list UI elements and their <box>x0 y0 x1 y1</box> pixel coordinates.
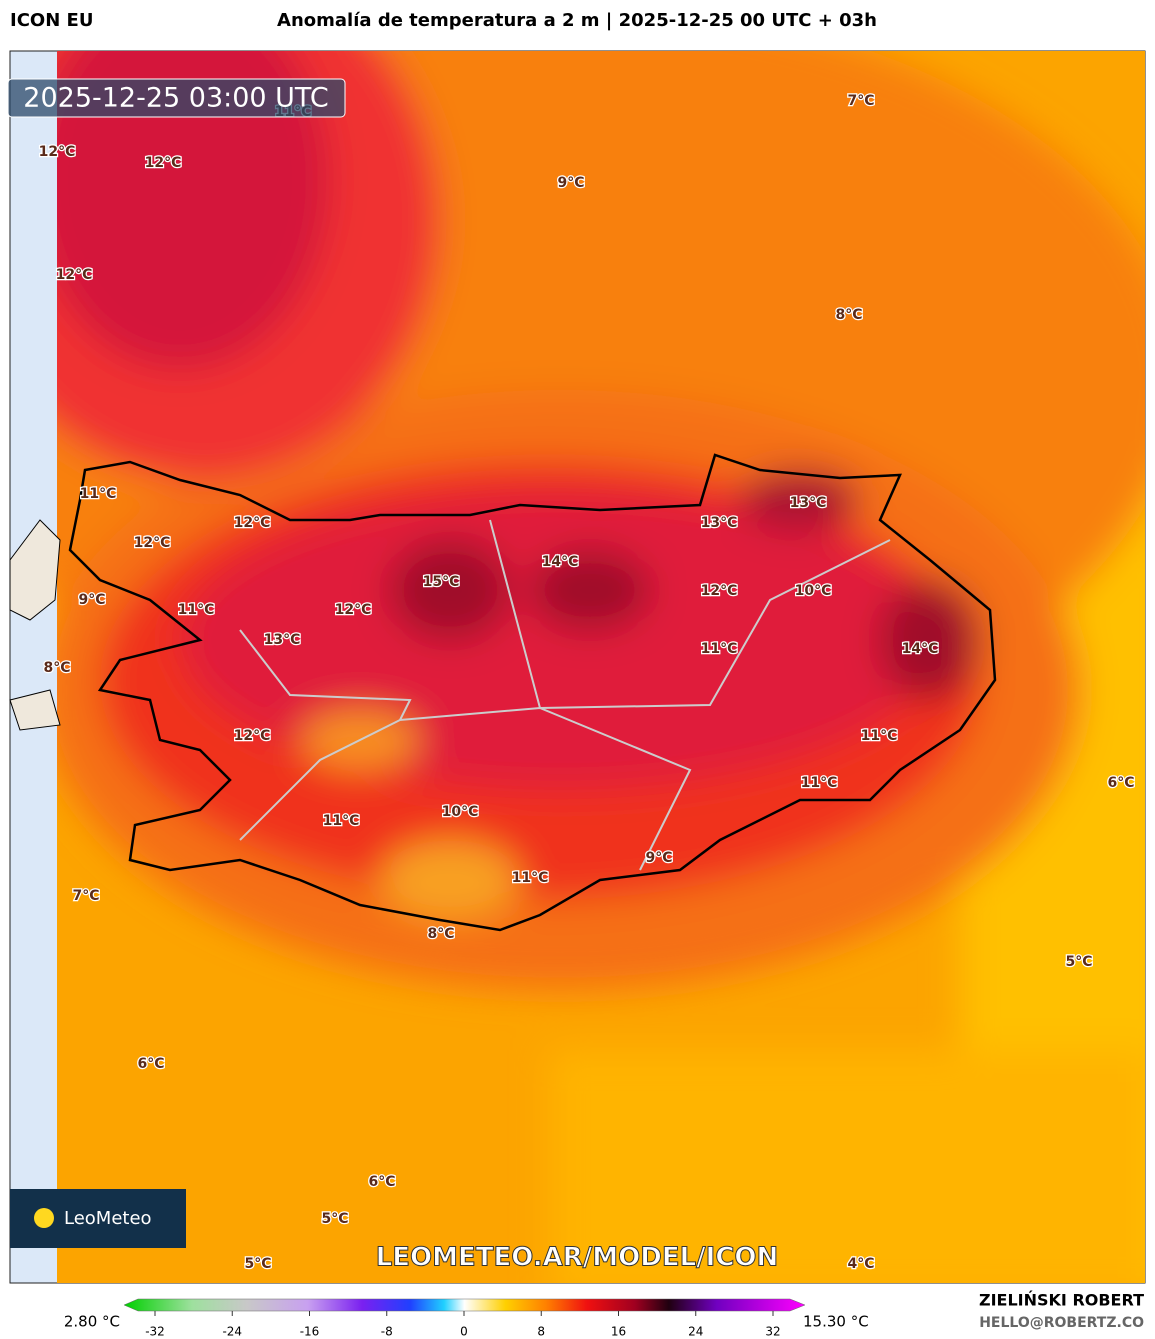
temperature-label: 9°C <box>645 850 672 866</box>
temperature-label: 12°C <box>335 602 372 618</box>
temperature-label: 12°C <box>39 144 76 160</box>
watermark: LEOMETEO.AR/MODEL/ICON <box>376 1243 779 1273</box>
road <box>239 539 891 841</box>
temperature-label: 13°C <box>790 495 827 511</box>
temperature-label: 11°C <box>861 728 898 744</box>
temperature-label: 12°C <box>234 728 271 744</box>
temperature-label: 6°C <box>137 1056 164 1072</box>
chart-title: Anomalía de temperatura a 2 m | 2025-12-… <box>277 10 877 31</box>
colorbar <box>123 1298 806 1312</box>
colorbar-tick-label: 8 <box>537 1325 545 1339</box>
temperature-label: 12°C <box>701 583 738 599</box>
timestamp: 2025-12-25 03:00 UTC <box>23 83 328 114</box>
temperature-label: 9°C <box>557 175 584 191</box>
colorbar-tick-label: 24 <box>688 1325 703 1339</box>
temperature-label: 11°C <box>701 641 738 657</box>
temperature-label: 13°C <box>264 632 301 648</box>
temperature-label: 6°C <box>368 1174 395 1190</box>
temperature-label: 11°C <box>80 486 117 502</box>
colorbar-tick-label: -8 <box>381 1325 393 1339</box>
temperature-label: 4°C <box>847 1256 874 1272</box>
temperature-label: 11°C <box>512 870 549 886</box>
temperature-label: 14°C <box>542 554 579 570</box>
colorbar-min: 2.80 °C <box>64 1313 120 1331</box>
temperature-label: 12°C <box>145 155 182 171</box>
temperature-label: 8°C <box>427 926 454 942</box>
temperature-label: 7°C <box>72 888 99 904</box>
logo-text: LeoMeteo <box>64 1208 152 1229</box>
timestamp-box <box>7 78 346 118</box>
temperature-label: 14°C <box>902 641 939 657</box>
model-name: ICON EU <box>10 10 93 31</box>
colorbar-max: 15.30 °C <box>803 1313 869 1331</box>
coastline <box>68 453 997 932</box>
temperature-label: 9°C <box>78 592 105 608</box>
temperature-field <box>57 51 1145 1283</box>
colorbar-tick-label: 16 <box>611 1325 626 1339</box>
temperature-label: 12°C <box>234 515 271 531</box>
temperature-label: 10°C <box>442 804 479 820</box>
colorbar-tick-label: -32 <box>145 1325 165 1339</box>
temperature-label: 13°C <box>701 515 738 531</box>
temperature-label: 11°C <box>801 775 838 791</box>
temperature-label: 12°C <box>56 267 93 283</box>
temperature-label: 5°C <box>1065 954 1092 970</box>
colorbar-ticks: -32 -24 -16 -8 0 8 16 24 32 <box>145 1311 781 1339</box>
greenland-coast <box>9 689 61 731</box>
temperature-label: 15°C <box>423 574 460 590</box>
colorbar-tick-label: -24 <box>222 1325 242 1339</box>
temperature-label: 11°C <box>323 813 360 829</box>
temperature-label: 5°C <box>244 1256 271 1272</box>
temperature-label: 8°C <box>43 660 70 676</box>
colorbar-tick-label: 32 <box>765 1325 780 1339</box>
logo-sun <box>34 1208 54 1228</box>
temperature-label: 10°C <box>795 583 832 599</box>
temperature-label: 12°C <box>134 535 171 551</box>
temperature-label: 5°C <box>321 1211 348 1227</box>
temperature-label: 11°C <box>178 602 215 618</box>
temperature-label: 7°C <box>847 93 874 109</box>
author: ZIELIŃSKI ROBERT <box>979 1291 1144 1310</box>
email: HELLO@ROBERTZ.CO <box>979 1315 1144 1331</box>
colorbar-tick-label: 0 <box>460 1325 468 1339</box>
temperature-label: 6°C <box>1107 775 1134 791</box>
colorbar-tick-label: -16 <box>300 1325 320 1339</box>
greenland-coast <box>9 519 61 621</box>
road <box>489 519 541 709</box>
temperature-label: 8°C <box>835 307 862 323</box>
